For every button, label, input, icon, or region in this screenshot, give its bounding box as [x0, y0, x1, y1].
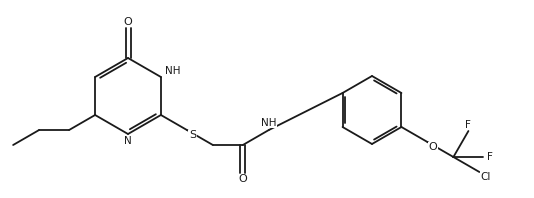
Text: O: O: [429, 143, 437, 152]
Text: Cl: Cl: [481, 171, 491, 182]
Text: F: F: [487, 152, 493, 162]
Text: O: O: [124, 16, 132, 27]
Text: S: S: [189, 130, 196, 141]
Text: F: F: [466, 120, 472, 129]
Text: O: O: [239, 174, 247, 185]
Text: NH: NH: [261, 117, 277, 128]
Text: NH: NH: [165, 66, 180, 76]
Text: N: N: [124, 136, 132, 147]
